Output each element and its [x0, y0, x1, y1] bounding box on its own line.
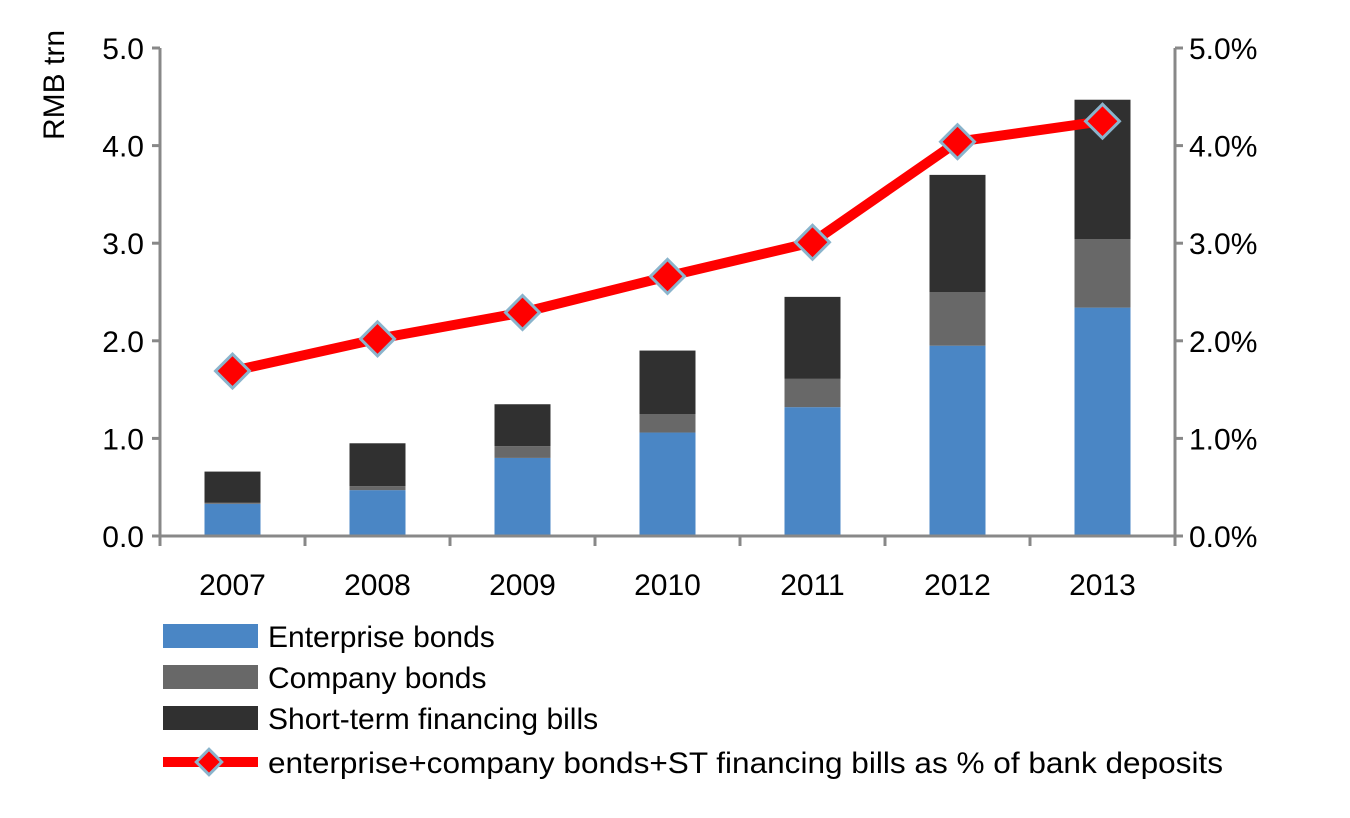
legend-swatch [163, 665, 258, 689]
bar-short-term-financing-bills-2008 [349, 443, 406, 487]
y2-tick-label: 3.0% [1189, 228, 1257, 261]
bar-enterprise-bonds-2007 [204, 503, 261, 536]
bar-enterprise-bonds-2012 [929, 345, 986, 536]
bar-short-term-financing-bills-2009 [494, 404, 551, 447]
bar-short-term-financing-bills-2012 [929, 174, 986, 292]
bar-short-term-financing-bills-2007 [204, 471, 261, 503]
bar-enterprise-bonds-2011 [784, 407, 841, 536]
bar-company-bonds-2009 [494, 446, 551, 458]
bar-short-term-financing-bills-2010 [639, 350, 696, 414]
x-tick-label: 2010 [634, 569, 701, 602]
y-axis-label: RMB trn [38, 30, 71, 140]
line-marker-2012 [938, 122, 977, 161]
y-tick-label: 4.0 [102, 131, 144, 164]
line-marker-2010 [648, 257, 687, 296]
legend-swatch [163, 706, 258, 730]
bar-short-term-financing-bills-2011 [784, 296, 841, 379]
bar-company-bonds-2011 [784, 378, 841, 408]
y2-tick-label: 1.0% [1189, 423, 1257, 456]
y2-tick-label: 2.0% [1189, 326, 1257, 359]
legend-label: enterprise+company bonds+ST financing bi… [268, 747, 1223, 780]
y-tick-label: 1.0 [102, 423, 144, 456]
x-tick-label: 2007 [199, 569, 266, 602]
bar-enterprise-bonds-2008 [349, 490, 406, 536]
line-marker-2009 [503, 293, 542, 332]
x-tick-label: 2008 [344, 569, 411, 602]
y-tick-label: 5.0 [102, 33, 144, 66]
legend-marker [194, 747, 224, 777]
x-tick-label: 2012 [924, 569, 991, 602]
y2-tick-label: 5.0% [1189, 33, 1257, 66]
y-tick-label: 0.0 [102, 521, 144, 554]
bar-enterprise-bonds-2013 [1074, 307, 1131, 536]
y-tick-label: 2.0 [102, 326, 144, 359]
bar-enterprise-bonds-2009 [494, 457, 551, 536]
y2-tick-label: 0.0% [1189, 521, 1257, 554]
x-tick-label: 2011 [780, 569, 845, 602]
line-marker-2011 [793, 223, 832, 262]
x-tick-label: 2013 [1069, 569, 1136, 602]
line-marker-2007 [213, 351, 252, 391]
line-marker-2008 [358, 319, 397, 358]
bar-company-bonds-2012 [929, 292, 986, 346]
legend-label: Short-term financing bills [268, 703, 598, 736]
bar-company-bonds-2013 [1074, 239, 1131, 308]
legend-label: Enterprise bonds [268, 621, 495, 654]
bar-enterprise-bonds-2010 [639, 432, 696, 536]
bar-company-bonds-2007 [204, 502, 261, 504]
y2-tick-label: 4.0% [1189, 131, 1257, 164]
bar-company-bonds-2008 [349, 486, 406, 491]
legend-swatch [163, 624, 258, 648]
bar-company-bonds-2010 [639, 414, 696, 433]
legend-label: Company bonds [268, 662, 486, 695]
line-marker-2013 [1083, 102, 1122, 141]
y-tick-label: 3.0 [102, 228, 144, 261]
x-tick-label: 2009 [489, 569, 556, 602]
